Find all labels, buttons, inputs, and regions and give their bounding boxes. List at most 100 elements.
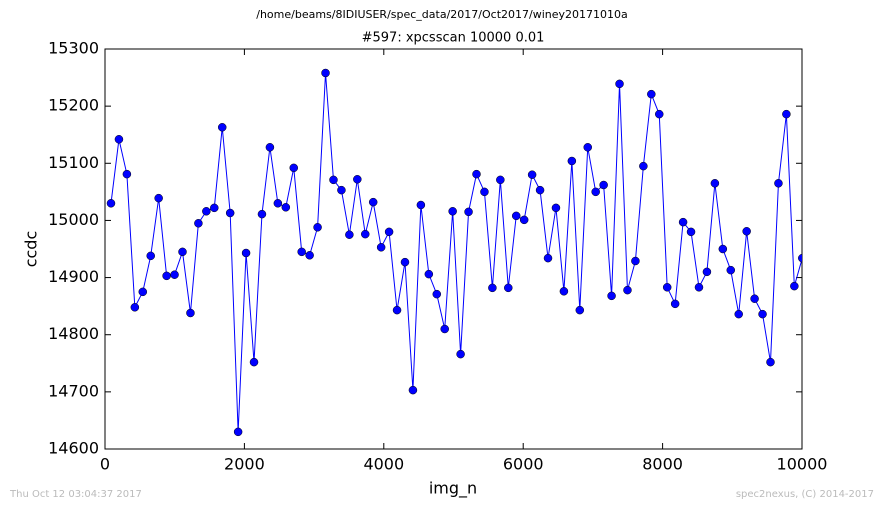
- data-point: [710, 179, 720, 188]
- data-point: [329, 175, 338, 185]
- data-point: [217, 123, 227, 132]
- data-point: [376, 243, 386, 252]
- data-point: [210, 203, 219, 213]
- chart-title: #597: xpcsscan 10000 0.01: [362, 31, 545, 46]
- y-tick-label: 14700: [48, 381, 99, 400]
- data-point: [758, 309, 767, 319]
- data-point: [798, 253, 802, 263]
- data-point: [766, 357, 775, 367]
- data-point: [368, 197, 378, 207]
- data-point: [670, 299, 680, 309]
- data-point: [178, 247, 187, 257]
- data-point: [225, 208, 235, 218]
- data-point: [647, 89, 656, 99]
- data-point: [400, 257, 410, 267]
- data-point: [639, 161, 648, 171]
- data-point: [774, 179, 783, 188]
- y-tick-label: 15200: [48, 96, 99, 115]
- x-tick-label: 8000: [642, 455, 683, 474]
- data-point: [162, 271, 171, 281]
- data-point: [678, 217, 688, 227]
- data-point: [472, 169, 481, 179]
- data-point: [321, 68, 330, 78]
- data-point: [662, 283, 672, 292]
- data-point: [202, 207, 211, 216]
- data-point: [106, 199, 116, 208]
- data-point: [519, 215, 529, 225]
- x-axis-label: img_n: [429, 479, 477, 499]
- data-point: [122, 169, 132, 179]
- data-point: [114, 135, 124, 144]
- data-point: [130, 303, 140, 312]
- x-tick-label: 0: [100, 455, 110, 474]
- data-point: [583, 143, 592, 152]
- data-point: [559, 287, 569, 296]
- data-point: [361, 229, 370, 239]
- data-point: [464, 207, 473, 217]
- data-point: [480, 187, 489, 197]
- data-point: [408, 385, 418, 395]
- plot-area: [106, 68, 802, 437]
- plot-frame: [104, 48, 803, 450]
- data-point: [448, 207, 457, 216]
- data-point: [527, 170, 537, 179]
- data-point: [734, 309, 743, 319]
- y-tick-label: 15000: [48, 210, 99, 229]
- data-point: [257, 209, 267, 219]
- footer-left: Thu Oct 12 03:04:37 2017: [9, 489, 142, 500]
- data-point: [440, 324, 449, 334]
- data-point: [623, 285, 632, 295]
- data-point: [186, 308, 195, 318]
- data-point: [313, 223, 322, 232]
- y-tick-label: 14800: [48, 324, 99, 343]
- data-point: [496, 175, 505, 185]
- data-point: [289, 163, 298, 173]
- data-point: [511, 211, 521, 221]
- data-point: [782, 109, 791, 119]
- data-point: [416, 200, 426, 210]
- y-tick-label: 15300: [48, 39, 99, 58]
- x-tick-label: 6000: [503, 455, 544, 474]
- data-point: [154, 193, 163, 203]
- data-point: [567, 156, 577, 166]
- data-point: [488, 283, 497, 293]
- data-point: [655, 109, 664, 119]
- data-point: [694, 283, 704, 292]
- data-point: [233, 427, 243, 437]
- data-point: [631, 256, 640, 266]
- x-tick-label: 2000: [224, 455, 265, 474]
- data-point: [194, 219, 203, 228]
- data-point: [686, 227, 696, 237]
- data-point: [543, 253, 553, 263]
- data-point: [281, 203, 291, 212]
- data-point: [718, 244, 728, 254]
- y-tick-label: 15100: [48, 153, 99, 172]
- data-point: [384, 227, 394, 237]
- data-point: [615, 79, 624, 89]
- data-point: [353, 175, 362, 184]
- data-point: [337, 185, 346, 195]
- chart-subtitle: /home/beams/8IDIUSER/spec_data/2017/Oct2…: [256, 8, 628, 21]
- y-tick-label: 14900: [48, 267, 99, 286]
- data-point: [170, 270, 179, 279]
- data-point: [241, 248, 251, 258]
- data-point: [607, 291, 616, 301]
- y-axis-label: ccdc: [22, 231, 41, 268]
- data-point: [297, 247, 306, 257]
- footer-right: spec2nexus, (C) 2014-2017: [736, 489, 874, 500]
- data-point: [551, 203, 561, 213]
- data-point: [146, 251, 155, 261]
- data-point: [392, 305, 402, 315]
- data-point: [742, 227, 751, 236]
- data-point: [345, 230, 354, 239]
- data-point: [504, 283, 513, 293]
- data-point: [249, 357, 259, 367]
- data-point: [432, 289, 442, 299]
- data-point: [750, 294, 759, 303]
- y-tick-label: 14600: [48, 439, 99, 458]
- data-point: [456, 349, 465, 359]
- data-point: [575, 305, 585, 315]
- data-point: [138, 287, 148, 297]
- x-tick-label: 10000: [777, 455, 828, 474]
- data-point: [535, 185, 545, 195]
